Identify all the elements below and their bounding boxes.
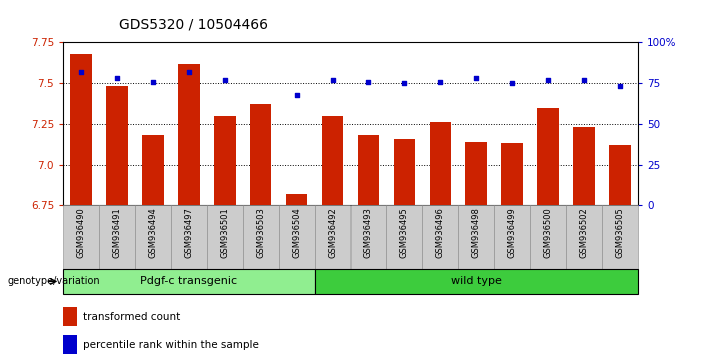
Bar (566, 205, 602, 269)
Text: GSM936505: GSM936505 (615, 207, 625, 258)
Bar (142, 135, 163, 205)
Point (111, 75, 123, 81)
Text: GDS5320 / 10504466: GDS5320 / 10504466 (119, 18, 268, 32)
Bar (609, 145, 631, 205)
Bar (494, 205, 530, 269)
Text: GSM936493: GSM936493 (364, 207, 373, 258)
Bar (322, 116, 343, 205)
Bar (501, 143, 523, 205)
Bar (178, 64, 200, 205)
Text: transformed count: transformed count (83, 312, 180, 322)
Bar (465, 142, 487, 205)
Text: GSM936498: GSM936498 (472, 207, 481, 258)
Bar (243, 205, 278, 269)
Text: GSM936492: GSM936492 (328, 207, 337, 258)
Point (543, 77, 554, 83)
Text: GSM936501: GSM936501 (220, 207, 229, 258)
Bar (63, 335, 77, 354)
Bar (315, 269, 638, 294)
Bar (70, 54, 92, 205)
Bar (458, 205, 494, 269)
Text: genotype/variation: genotype/variation (7, 276, 100, 286)
Text: GSM936491: GSM936491 (112, 207, 121, 258)
Bar (63, 205, 99, 269)
Bar (171, 205, 207, 269)
Bar (602, 205, 638, 269)
Text: GSM936496: GSM936496 (436, 207, 445, 258)
Text: GSM936499: GSM936499 (508, 207, 517, 258)
Point (219, 77, 231, 83)
Point (507, 80, 518, 86)
Bar (386, 205, 422, 269)
Bar (214, 116, 236, 205)
Text: GSM936490: GSM936490 (76, 207, 86, 258)
Text: GSM936500: GSM936500 (543, 207, 552, 258)
Bar (250, 104, 271, 205)
Text: GSM936502: GSM936502 (580, 207, 589, 258)
Text: GSM936504: GSM936504 (292, 207, 301, 258)
Bar (537, 108, 559, 205)
Text: GSM936495: GSM936495 (400, 207, 409, 258)
Text: GSM936494: GSM936494 (149, 207, 158, 258)
Text: Pdgf-c transgenic: Pdgf-c transgenic (140, 276, 238, 286)
Point (327, 77, 338, 83)
Bar (135, 205, 171, 269)
Point (470, 75, 482, 81)
Point (614, 84, 625, 89)
Bar (63, 307, 77, 326)
Bar (358, 135, 379, 205)
Bar (286, 194, 307, 205)
Text: GSM936503: GSM936503 (256, 207, 265, 258)
Point (578, 77, 590, 83)
Bar (63, 269, 315, 294)
Bar (99, 205, 135, 269)
Bar (573, 127, 594, 205)
Text: wild type: wild type (451, 276, 502, 286)
Point (183, 69, 194, 75)
Bar (430, 122, 451, 205)
Point (435, 79, 446, 84)
Bar (422, 205, 458, 269)
Point (291, 92, 302, 97)
Point (363, 79, 374, 84)
Bar (207, 205, 243, 269)
Bar (278, 205, 315, 269)
Point (76, 69, 87, 75)
Bar (394, 138, 415, 205)
Bar (530, 205, 566, 269)
Bar (106, 86, 128, 205)
Point (147, 79, 158, 84)
Text: percentile rank within the sample: percentile rank within the sample (83, 340, 259, 350)
Bar (350, 205, 386, 269)
Point (399, 80, 410, 86)
Bar (315, 205, 350, 269)
Text: GSM936497: GSM936497 (184, 207, 193, 258)
